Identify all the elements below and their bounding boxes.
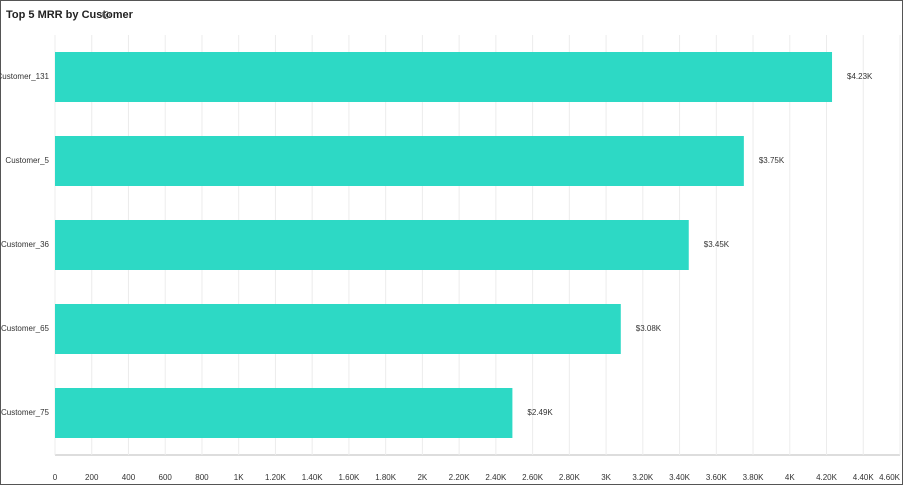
x-tick-label: 3.60K <box>706 473 728 482</box>
x-tick-label: 200 <box>85 473 99 482</box>
x-tick-label: 1.60K <box>338 473 360 482</box>
x-tick-label: 3.40K <box>669 473 691 482</box>
x-tick-label: 4.40K <box>853 473 875 482</box>
value-label: $4.23K <box>847 72 873 81</box>
x-tick-label: 800 <box>195 473 209 482</box>
x-tick-label: 2K <box>417 473 427 482</box>
x-tick-label: 1.20K <box>265 473 287 482</box>
bar <box>55 304 621 354</box>
x-tick-label: 2.20K <box>449 473 471 482</box>
chart-title: Top 5 MRR by Customer <box>6 9 134 21</box>
y-tick-label: Customer_65 <box>1 324 50 333</box>
y-tick-label: Customer_5 <box>5 156 49 165</box>
x-tick-label: 4K <box>785 473 795 482</box>
value-label: $3.08K <box>636 324 662 333</box>
value-label: $3.75K <box>759 156 785 165</box>
bar <box>55 220 689 270</box>
y-tick-label: Customer_36 <box>1 240 50 249</box>
x-tick-label: 2.40K <box>485 473 507 482</box>
bar <box>55 52 833 102</box>
x-tick-label: 3.80K <box>743 473 765 482</box>
value-label: $3.45K <box>704 240 730 249</box>
x-tick-label: 2.60K <box>522 473 544 482</box>
info-circle <box>102 11 110 19</box>
x-tick-label: 4.20K <box>816 473 838 482</box>
x-tick-label: 1.80K <box>375 473 397 482</box>
x-tick-label: 3K <box>601 473 611 482</box>
x-tick-label: 600 <box>159 473 173 482</box>
y-tick-label: Customer_131 <box>0 72 50 81</box>
x-tick-label: 1.40K <box>302 473 324 482</box>
x-tick-label: 1K <box>234 473 244 482</box>
x-tick-label: 2.80K <box>559 473 581 482</box>
x-tick-label: 400 <box>122 473 136 482</box>
bar <box>55 136 744 186</box>
x-tick-label: 4.60K <box>879 473 901 482</box>
bar <box>55 388 513 438</box>
info-icon[interactable] <box>102 11 110 19</box>
x-tick-label: 0 <box>53 473 58 482</box>
value-label: $2.49K <box>527 408 553 417</box>
x-tick-label: 3.20K <box>632 473 654 482</box>
y-tick-label: Customer_75 <box>1 408 50 417</box>
